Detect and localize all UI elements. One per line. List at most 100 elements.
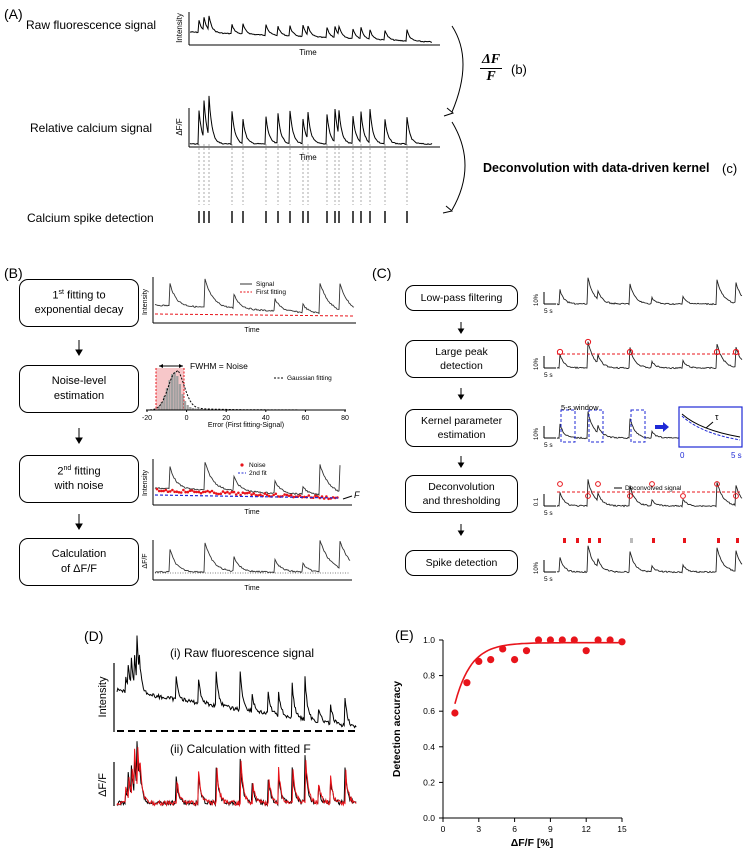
b3-legend-noise: Noise: [249, 462, 266, 469]
b3-noise-dot: [298, 494, 302, 497]
e-ytick-label: 0.6: [423, 706, 435, 716]
b3-noise-dot: [259, 493, 262, 497]
b2-fwhm-label: FWHM = Noise: [190, 361, 248, 371]
raw-ylabel: Intensity: [175, 13, 184, 43]
panel-d-label: (D): [84, 628, 104, 644]
b3-noise-dot: [314, 494, 317, 498]
b2-tick-label: 20: [222, 415, 230, 422]
formula-numerator: ΔF: [480, 52, 502, 69]
c-window-2: [630, 409, 646, 443]
c-step2-line1: Large peak: [435, 345, 488, 358]
b3-noise-dot: [204, 490, 207, 494]
relative-trace: [189, 95, 433, 146]
b3-noise-dot: [215, 492, 218, 495]
e-data-point: [618, 638, 626, 646]
e-ylabel: Detection accuracy: [391, 681, 403, 777]
c-trace-row-4: [556, 479, 743, 508]
b-step2-line1: Noise-level: [51, 375, 107, 388]
c-scale-h-label: 5 s: [544, 576, 553, 583]
c-deconv-marker: [733, 493, 739, 499]
c-peak-marker: [732, 348, 740, 356]
b3-noise-dot: [274, 492, 278, 496]
formula-fraction: ΔF F: [480, 52, 502, 85]
b2-hist-bar: [189, 407, 192, 410]
b3-noise-dot: [177, 491, 181, 494]
e-ytick-label: 0.0: [423, 813, 435, 823]
e-ytick-label: 0.4: [423, 742, 435, 752]
b-step-first-fitting: 1st fitting to exponential decay: [19, 279, 139, 327]
c-tau-arrow: [705, 421, 714, 429]
panel-a-label: (A): [4, 6, 23, 22]
b2-hist-bar: [165, 388, 168, 410]
b3-noise-dot: [212, 491, 216, 495]
b-step-noise-level: Noise-level estimation: [19, 365, 139, 413]
b3-noise-dot: [164, 488, 168, 492]
b3-noise-dot: [237, 491, 240, 495]
b1-xlabel: Time: [244, 327, 259, 334]
e-data-point: [570, 636, 578, 644]
b2-legend: Gaussian fitting: [287, 375, 332, 382]
c-deconv-legend: Deconvolved signal: [625, 485, 682, 492]
b3-noise-dot: [283, 493, 286, 496]
c-detected-spike: [576, 538, 579, 543]
c-deconv-marker: [585, 493, 591, 499]
e-xtick-label: 12: [581, 824, 591, 834]
c-detected-spike: [717, 538, 720, 543]
b-step1-text: fitting to: [64, 289, 106, 302]
c-step-spike-detection: Spike detection: [405, 550, 518, 576]
b2-hist-bar: [191, 408, 194, 410]
b3-noise-dot: [155, 487, 159, 491]
e-xtick-label: 9: [548, 824, 553, 834]
b3-xlabel: Time: [244, 509, 259, 516]
e-xtick-label: 15: [617, 824, 627, 834]
panel-c-label: (C): [372, 265, 392, 281]
panel-b-label: (B): [4, 265, 23, 281]
formula-denominator: F: [486, 69, 496, 84]
deconvolution-title: Deconvolution with data-driven kernel: [483, 161, 710, 175]
e-data-point: [546, 636, 555, 644]
c-deconv-marker: [649, 481, 655, 487]
b3-noise-dot: [272, 493, 275, 497]
step-c-label: (c): [722, 161, 738, 176]
b3-noise-dot: [226, 490, 229, 494]
b-step3-text: fitting: [71, 465, 101, 478]
b2-hist-bar: [178, 384, 181, 410]
b3-legend-noise-dot: [240, 463, 244, 467]
b3-noise-dot: [182, 488, 185, 492]
b3-noise-dot: [232, 490, 236, 494]
b-step3-num: 2: [57, 465, 64, 478]
b3-noise-dot: [171, 488, 174, 492]
b-step3-line2: with noise: [54, 480, 104, 493]
b3-noise-dot: [307, 494, 311, 497]
b-step1-line2: exponential decay: [34, 304, 124, 317]
c-deconv-marker: [714, 481, 720, 487]
b3-signal-trace: [154, 462, 341, 497]
b3-noise-dot: [239, 493, 242, 497]
b3-noise-dot: [248, 491, 251, 494]
b3-noise-dot: [190, 489, 194, 492]
b3-noise-dot: [230, 490, 234, 494]
panel-c-graphics: 10% 5 s 10% 5 s 10% 5 s 0.1 5 s 10% 5 s τ 0 5 s 5…: [457, 277, 743, 583]
b2-hist-bar: [184, 401, 187, 410]
b3-noise-dot: [267, 494, 271, 498]
b-step1-num: 1: [52, 289, 59, 302]
b3-noise-dot: [223, 491, 227, 495]
b3-noise-dot: [254, 494, 258, 497]
c-step-kernel: Kernel parameter estimation: [405, 409, 518, 447]
e-xtick-label: 3: [476, 824, 481, 834]
b3-noise-dot: [201, 490, 205, 494]
c-scale-v-label: 0.1: [534, 497, 540, 506]
spike-raster: [198, 211, 408, 223]
c-blue-arrow-icon: [655, 422, 669, 432]
b2-ticks: -20 0 20 40 60 80: [142, 410, 349, 422]
b3-noise-dot: [210, 489, 214, 493]
b3-noise-dot: [157, 489, 161, 493]
c-scale-v-label: 10%: [534, 357, 540, 370]
b1-ylabel: Intensity: [142, 288, 149, 315]
c-inset-decay-fit: [681, 415, 741, 441]
b2-tick-label: 60: [302, 415, 310, 422]
b2-hist-bar: [168, 380, 171, 410]
b3-noise-dot: [186, 490, 190, 494]
b3-noise-dot: [228, 492, 231, 495]
